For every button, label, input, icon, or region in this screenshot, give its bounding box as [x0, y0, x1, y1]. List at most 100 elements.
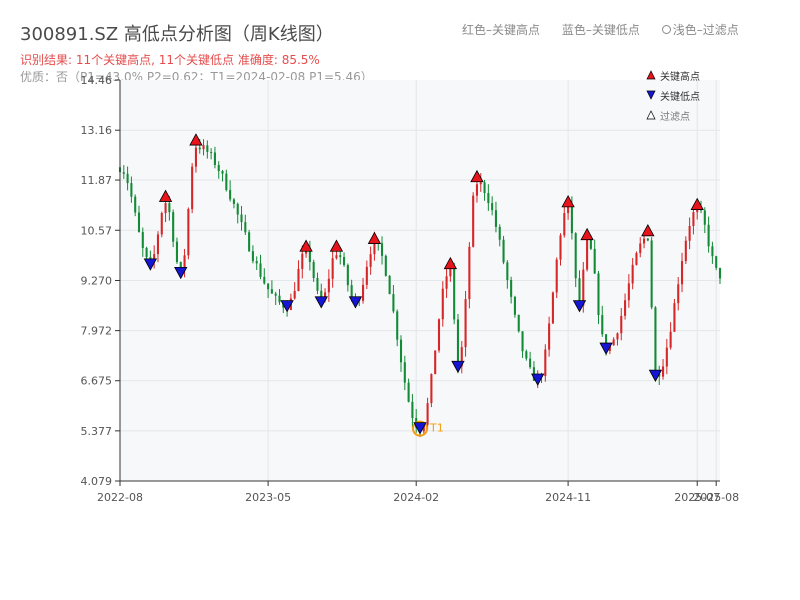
candle [274, 293, 277, 296]
candle [646, 238, 649, 241]
key-high-marker [189, 133, 203, 146]
candle [255, 261, 258, 264]
candle [206, 145, 209, 152]
marker-legend: 关键高点 关键低点 过滤点 [646, 65, 700, 125]
candle [194, 147, 197, 167]
candle [688, 226, 691, 241]
candle [396, 311, 399, 340]
key-high-marker [367, 231, 382, 244]
candle [521, 331, 524, 352]
candle [437, 319, 441, 351]
candle [483, 182, 486, 194]
x-tick-label: 2022-08 [97, 491, 143, 504]
y-tick-label: 10.57 [81, 224, 113, 237]
candle [673, 303, 676, 332]
legend-high[interactable]: 关键高点 [646, 65, 700, 85]
candle [263, 276, 266, 284]
candle [229, 190, 232, 200]
y-tick-label: 6.675 [81, 375, 113, 388]
candle [244, 222, 247, 233]
candle [517, 314, 520, 332]
candle [635, 253, 638, 265]
candle [608, 345, 611, 351]
candle [574, 233, 577, 279]
candle [213, 152, 216, 165]
candle [126, 173, 129, 184]
color-legend-blue: 蓝色–关键低点 [561, 23, 640, 37]
candle [251, 251, 254, 262]
y-tick-label: 14.46 [81, 74, 113, 87]
candle [164, 203, 167, 214]
candle [327, 278, 330, 293]
candle [559, 235, 562, 260]
key-low-marker [280, 300, 294, 313]
candle [350, 285, 353, 297]
candle [551, 292, 554, 324]
candle [346, 265, 349, 286]
key-high-marker [690, 197, 704, 210]
candle [680, 261, 684, 285]
color-legend-filtered: 浅色–过滤点 [661, 23, 739, 37]
candle [134, 196, 137, 213]
candle [677, 284, 680, 304]
candle [380, 243, 384, 256]
candle [567, 203, 570, 214]
legend-filtered[interactable]: 过滤点 [646, 105, 700, 125]
candle [589, 236, 592, 249]
key-low-marker [451, 360, 465, 374]
candle [555, 259, 558, 293]
candle [586, 236, 589, 270]
candle [692, 212, 695, 227]
candle [684, 240, 687, 262]
candle [570, 203, 573, 234]
candle [312, 261, 315, 278]
candle [168, 203, 171, 213]
candle [153, 254, 156, 260]
candle [365, 266, 368, 285]
y-tick-label: 11.87 [81, 174, 113, 187]
color-legend-filtered-label: 浅色–过滤点 [672, 23, 739, 37]
candle [388, 275, 391, 295]
candle [506, 262, 509, 281]
candle [456, 319, 460, 367]
candle [718, 267, 722, 279]
y-tick-label: 7.972 [81, 325, 113, 338]
triangle-up-outline-icon [646, 110, 656, 120]
key-high-marker [470, 169, 484, 183]
circle-icon [661, 25, 671, 34]
candle [548, 323, 551, 350]
candle [715, 256, 718, 268]
candle [240, 214, 243, 223]
key-low-marker [174, 266, 188, 280]
candle [179, 262, 182, 269]
candle [612, 339, 615, 346]
candle [631, 264, 634, 284]
candle [331, 258, 334, 279]
candle [658, 373, 661, 377]
candle [654, 307, 657, 374]
candle [232, 199, 235, 204]
candle [665, 347, 668, 367]
legend-low[interactable]: 关键低点 [646, 85, 700, 105]
candle [449, 266, 452, 277]
candle [707, 224, 710, 247]
candle [373, 240, 376, 255]
candle [343, 257, 346, 266]
key-high-marker [158, 189, 173, 202]
legend-high-label: 关键高点 [660, 71, 700, 83]
candle [278, 295, 281, 303]
candle [479, 182, 482, 185]
candle [669, 331, 672, 348]
key-low-marker [531, 373, 545, 386]
color-legend-red: 红色–关键高点 [462, 23, 541, 37]
t1-ring [412, 420, 428, 437]
candle [494, 210, 497, 227]
triangle-up-icon [646, 70, 656, 80]
candle [529, 358, 532, 368]
key-high-marker [580, 227, 594, 241]
candle [236, 203, 239, 215]
candle [183, 255, 186, 269]
candle [578, 278, 581, 306]
candle [502, 239, 505, 263]
